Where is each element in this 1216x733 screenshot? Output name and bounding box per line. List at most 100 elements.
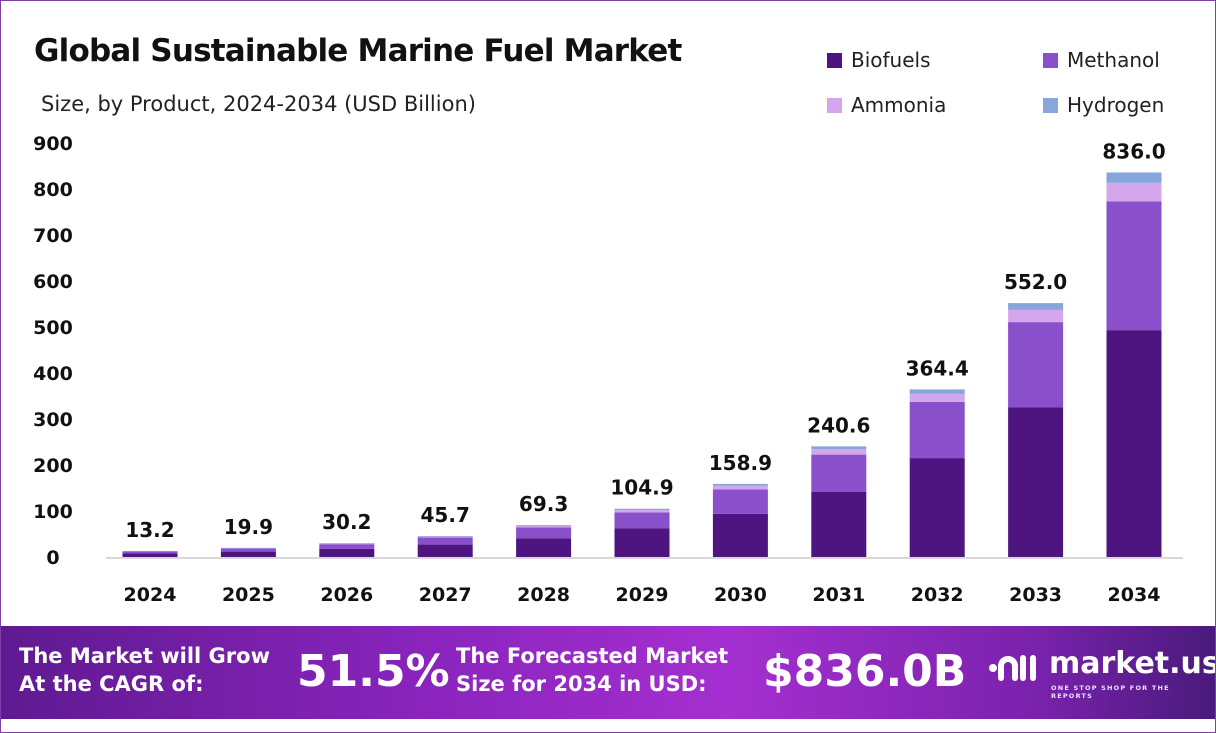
bar-segment-biofuels-2028	[516, 538, 572, 557]
x-tick-label: 2029	[616, 584, 669, 606]
bar-segment-biofuels-2027	[417, 544, 473, 557]
y-tick-label: 100	[33, 501, 73, 523]
bar-segment-methanol-2034	[1106, 201, 1162, 331]
bar-segment-ammonia-2032	[909, 393, 965, 402]
x-tick-label: 2027	[419, 584, 472, 606]
bar-segment-methanol-2026	[319, 544, 375, 549]
legend-swatch	[827, 97, 842, 113]
y-tick-label: 800	[33, 179, 73, 201]
y-tick-label: 300	[33, 409, 73, 431]
cagr-label-line: The Market will Grow	[19, 644, 270, 668]
x-tick-label: 2028	[517, 584, 570, 606]
x-tick-label: 2030	[714, 584, 767, 606]
legend-swatch	[1043, 97, 1058, 113]
legend-label: Hydrogen	[1067, 93, 1165, 117]
bar-segment-methanol-2033	[1008, 322, 1064, 408]
forecast-value: $836.0B	[763, 646, 967, 697]
legend-hydrogen: Hydrogen	[1043, 93, 1164, 117]
market-us-logo-icon	[989, 655, 1036, 681]
bar-segment-methanol-2028	[516, 527, 572, 539]
y-tick-label: 900	[33, 133, 73, 155]
bar-segment-methanol-2032	[909, 401, 965, 459]
cagr-label: The Market will Grow At the CAGR of:	[19, 642, 270, 698]
stacked-bar-chart: 0 100 200 300 400 500 600 700 800 900 13.2 2024 19.9…	[33, 133, 1183, 606]
bar-segment-methanol-2031	[811, 454, 867, 492]
x-tick-label: 2026	[320, 584, 373, 606]
legend-swatch	[827, 52, 842, 68]
bar-segment-ammonia-2033	[1008, 309, 1064, 323]
bar-segment-methanol-2029	[614, 512, 670, 529]
bar-segment-methanol-2024	[122, 551, 178, 554]
logo-text: market.us	[1049, 646, 1216, 681]
x-tick-label: 2025	[222, 584, 275, 606]
data-label-total: 13.2	[125, 518, 174, 542]
bar-segment-ammonia-2029	[614, 510, 670, 513]
data-label-total: 19.9	[224, 515, 273, 539]
bar-segment-biofuels-2025	[220, 551, 276, 557]
bar-segment-ammonia-2027	[417, 536, 473, 538]
x-tick-label: 2024	[124, 584, 177, 606]
bar-segment-hydrogen-2030	[712, 483, 768, 486]
legend-methanol: Methanol	[1043, 48, 1160, 72]
bar-segment-hydrogen-2033	[1008, 303, 1064, 310]
bar-segment-hydrogen-2032	[909, 389, 965, 394]
bar-segment-hydrogen-2024	[122, 550, 178, 552]
legend-swatch	[1043, 52, 1058, 68]
forecast-label-line: Size for 2034 in USD:	[456, 672, 707, 696]
footer-banner: The Market will Grow At the CAGR of: 51.…	[1, 626, 1215, 719]
bar-segment-ammonia-2031	[811, 449, 867, 455]
bar-segment-methanol-2030	[712, 489, 768, 514]
y-tick-label: 0	[46, 547, 59, 569]
bar-segment-hydrogen-2029	[614, 508, 670, 511]
chart-title: Global Sustainable Marine Fuel Market	[34, 33, 682, 69]
bar-segment-biofuels-2031	[811, 491, 867, 557]
x-tick-label: 2032	[911, 584, 964, 606]
legend-label: Biofuels	[851, 48, 931, 72]
data-label-total: 30.2	[322, 510, 371, 534]
bar-segment-hydrogen-2026	[319, 543, 375, 544]
x-tick-label: 2034	[1108, 584, 1161, 606]
bar-segment-biofuels-2034	[1106, 330, 1162, 557]
legend-label: Methanol	[1067, 48, 1160, 72]
data-label-total: 158.9	[709, 451, 772, 475]
data-label-total: 364.4	[906, 356, 969, 380]
cagr-value: 51.5%	[297, 646, 450, 697]
legend-ammonia: Ammonia	[827, 93, 946, 117]
bar-segment-hydrogen-2028	[516, 525, 572, 526]
data-label-total: 104.9	[610, 476, 673, 500]
bar-segment-ammonia-2028	[516, 525, 572, 528]
cagr-label-line: At the CAGR of:	[19, 672, 204, 696]
bar-segment-methanol-2027	[417, 537, 473, 545]
data-label-total: 552.0	[1004, 270, 1067, 294]
bar-segment-hydrogen-2031	[811, 446, 867, 450]
bar-segment-biofuels-2029	[614, 528, 670, 557]
bar-segment-biofuels-2026	[319, 548, 375, 557]
forecast-label-line: The Forecasted Market	[456, 644, 729, 668]
x-tick-label: 2033	[1009, 584, 1062, 606]
bar-segment-hydrogen-2034	[1106, 172, 1162, 183]
bar-segment-biofuels-2033	[1008, 407, 1064, 557]
y-tick-label: 600	[33, 271, 73, 293]
y-tick-label: 400	[33, 363, 73, 385]
legend-biofuels: Biofuels	[827, 48, 931, 72]
bar-segment-biofuels-2030	[712, 513, 768, 557]
y-tick-label: 200	[33, 455, 73, 477]
forecast-label: The Forecasted Market Size for 2034 in U…	[456, 642, 728, 698]
bar-segment-ammonia-2034	[1106, 182, 1162, 202]
data-label-total: 240.6	[807, 413, 870, 437]
logo-tagline: ONE STOP SHOP FOR THE REPORTS	[1051, 684, 1170, 700]
bar-segment-methanol-2025	[220, 548, 276, 552]
data-label-total: 69.3	[519, 492, 568, 516]
y-tick-label: 500	[33, 317, 73, 339]
x-tick-label: 2031	[812, 584, 865, 606]
data-label-total: 45.7	[421, 503, 470, 527]
legend-label: Ammonia	[851, 93, 947, 117]
bar-segment-ammonia-2026	[319, 543, 375, 545]
data-label-total: 836.0	[1102, 139, 1165, 163]
bar-segment-hydrogen-2027	[417, 535, 473, 537]
y-tick-label: 700	[33, 225, 73, 247]
bar-segment-ammonia-2030	[712, 485, 768, 490]
bar-segment-biofuels-2024	[122, 553, 178, 557]
chart-subtitle: Size, by Product, 2024-2034 (USD Billion…	[41, 92, 476, 116]
